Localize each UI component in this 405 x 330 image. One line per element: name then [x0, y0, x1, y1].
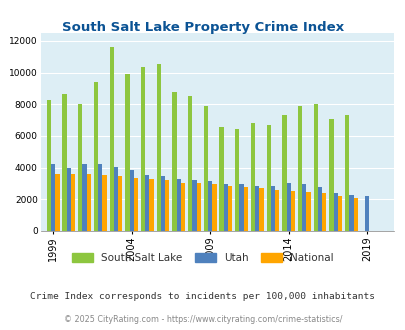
- Bar: [102, 175, 107, 231]
- Bar: [47, 100, 51, 231]
- Bar: [313, 104, 317, 231]
- Bar: [160, 176, 165, 231]
- Bar: [94, 82, 98, 231]
- Bar: [239, 184, 243, 231]
- Bar: [266, 125, 270, 231]
- Bar: [149, 179, 153, 231]
- Bar: [207, 181, 212, 231]
- Bar: [259, 188, 263, 231]
- Bar: [192, 180, 196, 231]
- Bar: [71, 174, 75, 231]
- Bar: [353, 198, 357, 231]
- Bar: [82, 164, 86, 231]
- Bar: [337, 196, 341, 231]
- Bar: [78, 104, 82, 231]
- Bar: [172, 92, 176, 231]
- Bar: [274, 190, 279, 231]
- Bar: [180, 183, 185, 231]
- Bar: [51, 164, 55, 231]
- Bar: [250, 123, 254, 231]
- Text: South Salt Lake Property Crime Index: South Salt Lake Property Crime Index: [62, 21, 343, 34]
- Bar: [290, 191, 294, 231]
- Bar: [364, 196, 368, 231]
- Text: © 2025 CityRating.com - https://www.cityrating.com/crime-statistics/: © 2025 CityRating.com - https://www.city…: [64, 315, 341, 324]
- Bar: [62, 94, 66, 231]
- Bar: [297, 106, 301, 231]
- Bar: [176, 179, 180, 231]
- Bar: [270, 186, 274, 231]
- Legend: South Salt Lake, Utah, National: South Salt Lake, Utah, National: [68, 248, 337, 267]
- Bar: [156, 64, 160, 231]
- Bar: [86, 174, 91, 231]
- Bar: [219, 127, 223, 231]
- Bar: [118, 176, 122, 231]
- Bar: [141, 67, 145, 231]
- Bar: [321, 193, 326, 231]
- Bar: [55, 174, 60, 231]
- Bar: [317, 187, 321, 231]
- Bar: [286, 183, 290, 231]
- Bar: [306, 192, 310, 231]
- Bar: [234, 129, 239, 231]
- Bar: [328, 118, 333, 231]
- Bar: [333, 193, 337, 231]
- Bar: [227, 186, 232, 231]
- Bar: [281, 115, 286, 231]
- Bar: [133, 178, 138, 231]
- Bar: [98, 164, 102, 231]
- Bar: [203, 106, 207, 231]
- Bar: [125, 74, 129, 231]
- Bar: [254, 186, 259, 231]
- Bar: [243, 187, 247, 231]
- Bar: [188, 96, 192, 231]
- Bar: [165, 180, 169, 231]
- Bar: [109, 47, 113, 231]
- Bar: [145, 175, 149, 231]
- Bar: [348, 195, 353, 231]
- Text: Crime Index corresponds to incidents per 100,000 inhabitants: Crime Index corresponds to incidents per…: [30, 292, 375, 301]
- Bar: [66, 168, 71, 231]
- Bar: [113, 167, 118, 231]
- Bar: [301, 184, 306, 231]
- Bar: [344, 115, 348, 231]
- Bar: [212, 184, 216, 231]
- Bar: [129, 170, 133, 231]
- Bar: [196, 183, 200, 231]
- Bar: [223, 184, 227, 231]
